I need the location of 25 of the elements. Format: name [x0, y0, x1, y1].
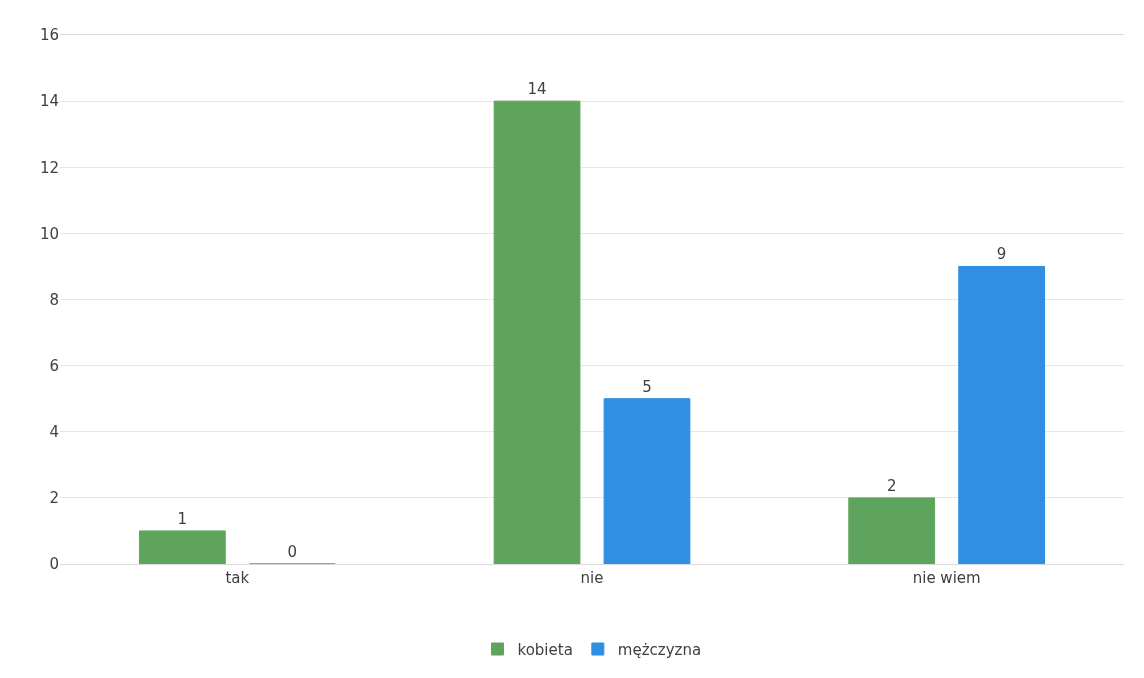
y-tick-label: 10 — [39, 224, 59, 243]
data-label: 0 — [287, 543, 298, 561]
bar — [958, 265, 1046, 564]
y-tick-label: 4 — [49, 423, 59, 441]
legend-label: mężczyzna — [617, 640, 702, 659]
y-tick-label: 14 — [39, 92, 59, 111]
y-tick-label: 2 — [49, 489, 59, 508]
x-tick-label: nie wiem — [912, 569, 981, 587]
bar — [848, 497, 936, 564]
bar — [138, 530, 226, 564]
legend-label: kobieta — [517, 640, 573, 659]
data-label: 5 — [642, 377, 652, 396]
y-tick-label: 16 — [39, 26, 59, 45]
y-tick-label: 6 — [49, 356, 59, 375]
x-tick-label: nie — [580, 569, 604, 587]
data-label: 1 — [177, 509, 188, 528]
bar — [493, 100, 581, 564]
data-label: 2 — [886, 476, 897, 495]
data-label: 14 — [527, 80, 547, 99]
data-label: 9 — [996, 245, 1007, 264]
y-tick-label: 8 — [49, 290, 59, 309]
y-tick-label: 12 — [39, 158, 59, 177]
bar — [603, 398, 691, 564]
y-tick-label: 0 — [49, 555, 59, 574]
x-tick-label: tak — [225, 569, 250, 587]
